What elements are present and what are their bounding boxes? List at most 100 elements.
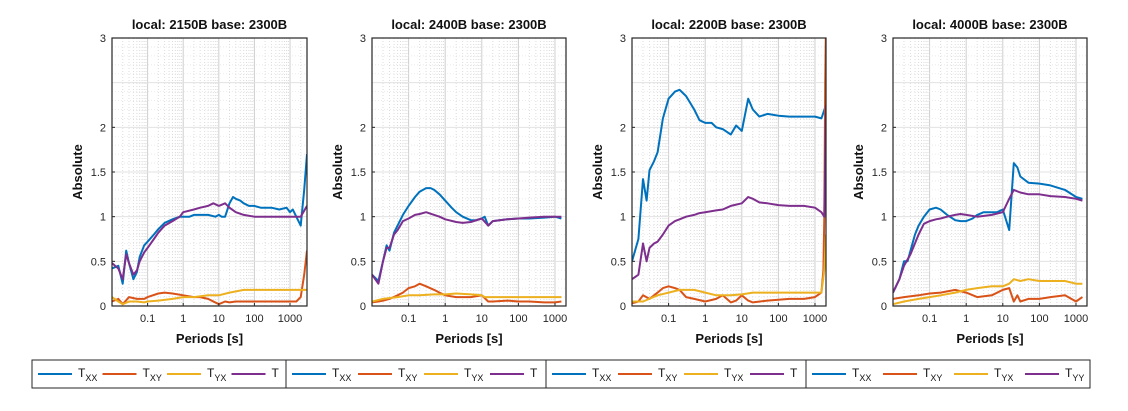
series-group (893, 162, 1083, 306)
x-tick-label: 1 (963, 313, 969, 325)
x-tick-label: 0.1 (401, 313, 416, 325)
y-tick-label: 2 (881, 122, 887, 134)
series-line-txy (632, 38, 826, 305)
y-tick-label: 3 (881, 33, 887, 45)
legend-label: TYX (464, 366, 483, 383)
legend-label: T (530, 366, 538, 380)
series-line-tyx (112, 288, 307, 306)
panel-1: 0 0.5 1 1.5 2 3 0.1 1 10 100 1000 local: 2150B base… (70, 17, 308, 346)
legend-3: TXX TXY TYX T (545, 359, 811, 389)
chart-title: local: 2150B base: 2300B (132, 17, 287, 32)
x-tick-label: 100 (769, 313, 787, 325)
series-group (632, 38, 826, 305)
x-tick-label: 10 (213, 313, 225, 325)
legend-label: TXX (592, 366, 611, 383)
y-tick-label: 0.5 (872, 256, 887, 268)
legend-label: TXY (658, 366, 677, 383)
legend-label: TXX (78, 366, 97, 383)
x-tick-label: 0.1 (140, 313, 155, 325)
y-tick-label: 0 (620, 301, 626, 313)
y-tick-label: 0.5 (351, 256, 366, 268)
x-tick-label: 1000 (543, 313, 567, 325)
x-tick-label: 10 (476, 313, 488, 325)
series-line-txx (632, 88, 826, 262)
y-tick-label: 2 (620, 122, 626, 134)
y-axis-label: Absolute (330, 144, 345, 200)
series-line-txx (893, 162, 1083, 294)
y-tick-label: 1 (360, 212, 366, 224)
legend-2: TXX TXY TYX T (285, 359, 551, 389)
x-axis-label: Periods [s] (956, 331, 1023, 346)
series-line-tyx (632, 234, 826, 303)
y-tick-label: 3 (360, 33, 366, 45)
legend-label: T (272, 366, 280, 380)
grid (892, 37, 1088, 307)
series-line-tyy (112, 202, 307, 281)
legend-label: T (790, 366, 798, 380)
x-tick-label: 10 (736, 313, 748, 325)
series-line-tyy (372, 211, 562, 285)
legend-1: TXX TXY TYX T (31, 359, 291, 389)
legend-label: TYX (207, 366, 226, 383)
x-tick-label: 100 (509, 313, 527, 325)
series-group (372, 187, 562, 304)
panel-4: 0 0.5 1 1.5 2 3 0.1 1 10 100 1000 local: 4000B base… (851, 17, 1088, 346)
grid (111, 37, 308, 307)
series-group (112, 154, 307, 306)
chart-title: local: 4000B base: 2300B (912, 17, 1067, 32)
legend-4: TXX TXY TYX TYY (805, 359, 1091, 389)
y-tick-label: 0.5 (611, 256, 626, 268)
chart-title: local: 2200B base: 2300B (651, 17, 806, 32)
y-tick-label: 1.5 (872, 167, 887, 179)
y-tick-label: 3 (620, 33, 626, 45)
series-line-tyx (893, 278, 1083, 306)
y-axis-label: Absolute (851, 144, 866, 200)
panel-3: 0 0.5 1 1.5 2 3 0.1 1 10 100 1000 local: 2200B base… (590, 17, 827, 346)
x-axis-label: Periods [s] (435, 331, 502, 346)
x-tick-label: 0.1 (661, 313, 676, 325)
series-line-tyx (372, 292, 562, 303)
y-tick-label: 1 (620, 212, 626, 224)
series-line-tyy (632, 104, 826, 281)
legend-label: TXX (852, 366, 871, 383)
grid (371, 37, 567, 307)
series-line-tyy (893, 188, 1083, 294)
y-tick-label: 3 (100, 33, 106, 45)
y-tick-label: 1 (100, 212, 106, 224)
chart-title: local: 2400B base: 2300B (391, 17, 546, 32)
x-tick-label: 1 (180, 313, 186, 325)
x-tick-label: 1000 (803, 313, 827, 325)
y-tick-label: 0.5 (91, 256, 106, 268)
x-tick-label: 1 (702, 313, 708, 325)
x-axis-label: Periods [s] (695, 331, 762, 346)
y-tick-label: 1.5 (351, 167, 366, 179)
legend-label: TXY (923, 366, 942, 383)
x-tick-label: 1000 (1064, 313, 1088, 325)
y-tick-label: 0 (881, 301, 887, 313)
y-tick-label: 0 (360, 301, 366, 313)
y-tick-label: 1.5 (91, 167, 106, 179)
y-axis-label: Absolute (590, 144, 605, 200)
x-tick-label: 0.1 (922, 313, 937, 325)
legend-label: TYX (994, 366, 1013, 383)
legend-label: TXY (143, 366, 162, 383)
x-tick-label: 100 (1030, 313, 1048, 325)
y-tick-label: 0 (100, 301, 106, 313)
legend-label: TYX (724, 366, 743, 383)
y-tick-label: 2 (100, 122, 106, 134)
y-tick-label: 1 (881, 212, 887, 224)
x-tick-label: 1 (442, 313, 448, 325)
y-tick-label: 1.5 (611, 167, 626, 179)
legend-label: TXY (398, 366, 417, 383)
series-line-txy (893, 287, 1083, 303)
legend-label: TXX (332, 366, 351, 383)
y-axis-label: Absolute (70, 144, 85, 200)
x-tick-label: 10 (997, 313, 1009, 325)
series-line-txy (112, 250, 307, 306)
y-tick-label: 2 (360, 122, 366, 134)
legend-label: TYY (1065, 366, 1084, 383)
x-tick-label: 1000 (278, 313, 302, 325)
x-axis-label: Periods [s] (176, 331, 243, 346)
panel-2: 0 0.5 1 1.5 2 3 0.1 1 10 100 1000 local: 2400B base… (330, 17, 567, 346)
